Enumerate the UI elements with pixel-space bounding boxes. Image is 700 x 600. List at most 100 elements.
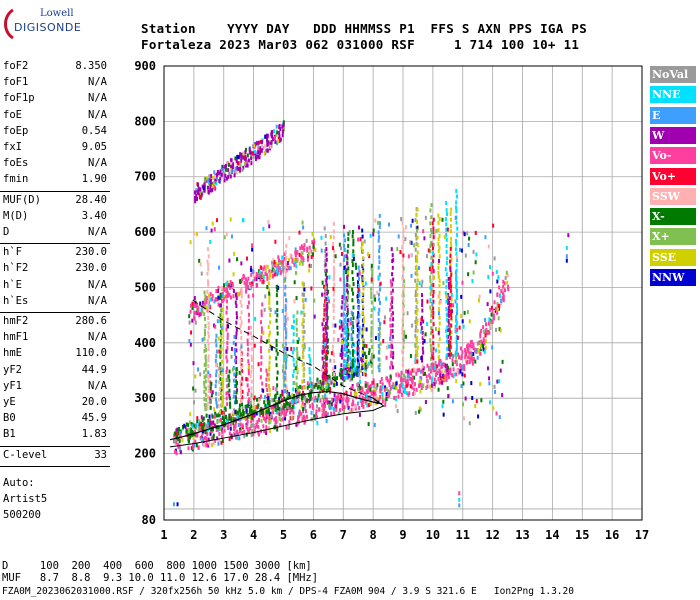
echo-dot: [455, 275, 458, 280]
echo-dot: [488, 381, 491, 386]
echo-dot: [176, 431, 179, 436]
echo-dot: [362, 371, 365, 376]
echo-dot: [308, 353, 311, 358]
echo-dot: [464, 396, 467, 401]
echo-dot: [361, 327, 364, 332]
echo-dot: [226, 366, 229, 371]
echo-dot: [198, 420, 201, 425]
echo-dot: [239, 279, 242, 284]
echo-dot: [459, 247, 462, 252]
echo-dot: [389, 353, 392, 358]
echo-dot: [296, 368, 299, 373]
echo-dot: [204, 332, 207, 337]
echo-dot: [449, 312, 452, 317]
echo-dot: [260, 148, 263, 153]
echo-dot: [310, 396, 313, 401]
echo-dot: [210, 228, 213, 233]
echo-dot: [452, 354, 455, 359]
echo-dot: [383, 387, 386, 392]
echo-dot: [251, 151, 254, 156]
echo-dot: [207, 379, 210, 384]
echo-dot: [416, 359, 419, 364]
echo-dot: [259, 148, 262, 153]
echo-dot: [454, 247, 457, 252]
echo-dot: [273, 129, 276, 134]
echo-dot: [326, 301, 329, 306]
echo-dot: [201, 300, 204, 305]
legend-entry: NNE: [650, 86, 696, 104]
echo-dot: [325, 279, 328, 284]
echo-dot: [295, 264, 298, 269]
echo-dot: [402, 298, 405, 303]
echo-dot: [460, 384, 463, 389]
echo-dot: [342, 322, 345, 327]
echo-dot: [320, 368, 323, 373]
echo-dot: [346, 416, 349, 421]
auto-name: Artist5: [3, 492, 48, 505]
echo-dot: [434, 372, 437, 377]
echo-dot: [237, 436, 240, 441]
echo-dot: [489, 320, 492, 325]
echo-dot: [234, 342, 237, 347]
y-tick-label: 600: [134, 225, 156, 239]
param-separator: [0, 190, 110, 192]
echo-dot: [499, 328, 502, 333]
echo-dot: [247, 359, 250, 364]
echo-dot: [276, 402, 279, 407]
echo-dot: [356, 357, 359, 362]
echo-dot: [442, 281, 445, 286]
echo-dot: [195, 443, 198, 448]
echo-dot: [321, 356, 324, 361]
echo-dot: [277, 268, 280, 273]
echo-dot: [455, 320, 458, 325]
echo-dot: [360, 246, 363, 251]
echo-dot: [421, 279, 424, 284]
echo-dot: [386, 376, 389, 381]
echo-dot: [424, 400, 427, 405]
echo-dot: [275, 387, 278, 392]
echo-dot: [391, 329, 394, 334]
echo-dot: [334, 365, 337, 370]
echo-dot: [246, 279, 249, 284]
echo-dot: [239, 316, 242, 321]
echo-dot: [347, 405, 350, 410]
echo-dot: [253, 429, 256, 434]
echo-dot: [309, 380, 312, 385]
echo-dot: [378, 321, 381, 326]
echo-dot: [340, 252, 343, 257]
echo-dot: [279, 423, 282, 428]
echo-dot: [348, 284, 351, 289]
echo-dot: [325, 321, 328, 326]
param-label: h`E: [3, 278, 22, 291]
echo-dot: [432, 341, 435, 346]
echo-dot: [447, 339, 450, 344]
echo-dot: [401, 264, 404, 269]
echo-dot: [370, 325, 373, 330]
echo-dot: [448, 326, 451, 331]
echo-dot: [205, 443, 208, 448]
echo-dot: [354, 262, 357, 267]
echo-dot: [234, 292, 237, 297]
echo-dot: [392, 355, 395, 360]
echo-dot: [376, 383, 379, 388]
echo-dot: [502, 279, 505, 284]
echo-dot: [322, 317, 325, 322]
echo-dot: [367, 396, 370, 401]
echo-dot: [476, 355, 479, 360]
echo-dot: [347, 354, 350, 359]
echo-dot: [358, 375, 361, 380]
echo-dot: [215, 369, 218, 374]
echo-dot: [261, 410, 264, 415]
echo-dot: [345, 282, 348, 287]
echo-dot: [240, 344, 243, 349]
echo-dot: [422, 350, 425, 355]
echo-dot: [416, 250, 419, 255]
echo-dot: [221, 439, 224, 444]
echo-dot: [363, 391, 366, 396]
legend-entry: Vo-: [650, 147, 696, 165]
echo-dot: [406, 311, 409, 316]
echo-dot: [284, 330, 287, 335]
echo-dot: [437, 220, 440, 225]
echo-dot: [290, 346, 293, 351]
echo-dot: [284, 370, 287, 375]
